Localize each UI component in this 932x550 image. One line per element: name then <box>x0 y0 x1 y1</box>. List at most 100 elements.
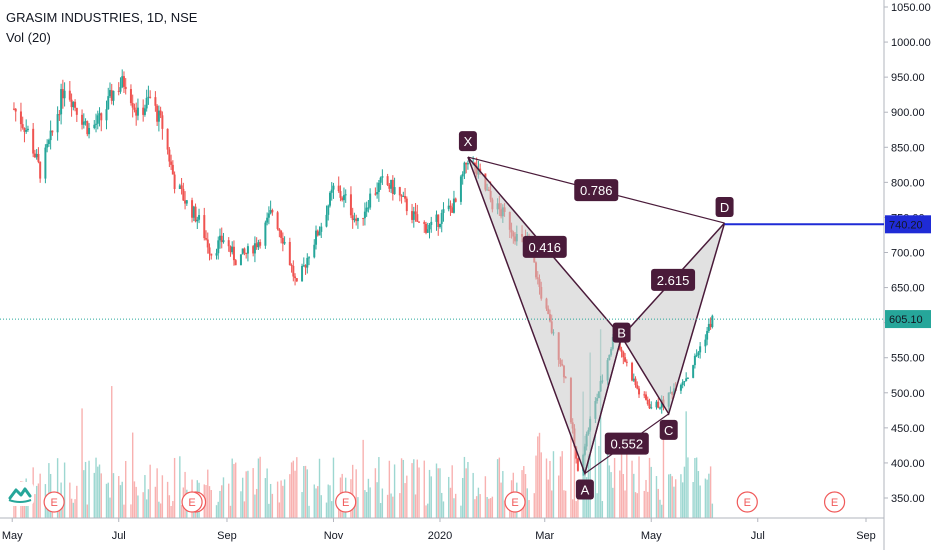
earnings-marker-label: E <box>831 497 838 509</box>
volume-bar <box>161 475 164 518</box>
candle-body <box>266 217 269 223</box>
volume-bar <box>158 501 160 518</box>
candle-body <box>418 221 421 223</box>
candle-body <box>135 109 138 116</box>
candle-body <box>423 222 426 224</box>
volume-bar <box>69 482 71 518</box>
candle-body <box>178 185 181 190</box>
candle-body <box>294 276 297 279</box>
y-tick-label: 900.00 <box>891 107 925 119</box>
volume-bar <box>304 465 307 518</box>
candle-body <box>124 86 127 90</box>
volume-bar <box>695 457 698 518</box>
pattern-point-c: C <box>664 423 673 438</box>
candle-body <box>243 248 246 253</box>
ratio-label: 0.416 <box>528 240 561 255</box>
candle-body <box>292 265 295 277</box>
volume-bar <box>37 483 40 518</box>
volume-bar <box>669 473 672 518</box>
volume-bar <box>278 502 281 518</box>
candle-body <box>367 207 370 209</box>
volume-bar <box>331 501 333 518</box>
candle-body <box>74 101 77 108</box>
candle-body <box>264 222 267 246</box>
volume-bar <box>486 496 488 518</box>
volume-bar <box>442 501 445 518</box>
volume-bar <box>306 469 308 518</box>
volume-bar <box>475 496 478 518</box>
y-tick-label: 400.00 <box>891 458 925 470</box>
volume-bar <box>369 487 371 518</box>
candle-body <box>196 219 199 222</box>
candle-body <box>51 130 54 133</box>
volume-bar <box>545 458 548 518</box>
candle-body <box>465 162 468 165</box>
volume-bar <box>467 461 469 518</box>
candle-body <box>685 378 688 382</box>
candle-body <box>620 349 623 352</box>
candle-body <box>288 241 291 266</box>
volume-bar <box>362 439 364 518</box>
candle-body <box>379 177 382 183</box>
volume-bar <box>355 469 357 518</box>
volume-bar <box>465 468 467 518</box>
candle-body <box>227 240 230 247</box>
candle-body <box>105 109 108 121</box>
candle-body <box>388 185 391 189</box>
volume-bar <box>704 478 707 518</box>
candle-body <box>416 214 419 222</box>
pattern-point-a: A <box>581 482 590 497</box>
volume-bar <box>296 457 298 518</box>
volume-bar <box>168 495 171 518</box>
ratio-label-box <box>574 179 619 202</box>
candle-body <box>442 209 445 213</box>
volume-bar <box>233 463 235 518</box>
price-candles <box>12 69 714 476</box>
x-tick-label: May <box>2 530 23 542</box>
volume-bar <box>636 493 638 518</box>
candle-body <box>353 218 356 221</box>
candle-body <box>706 330 709 340</box>
candle-body <box>108 90 111 97</box>
volume-bar <box>320 495 322 518</box>
volume-bar <box>76 485 78 518</box>
volume-bar <box>558 475 560 518</box>
volume-bar <box>159 503 162 518</box>
candle-body <box>308 257 311 259</box>
candle-body <box>23 127 26 132</box>
candle-body <box>363 211 366 219</box>
volume-bar <box>406 475 408 518</box>
volume-bar <box>266 468 268 518</box>
x-tick-label: Mar <box>535 530 554 542</box>
candle-body <box>327 205 330 215</box>
volume-bar <box>484 476 487 518</box>
candle-body <box>166 128 169 150</box>
candle-body <box>412 211 415 220</box>
candle-body <box>426 229 429 233</box>
candle-body <box>697 352 700 356</box>
candle-body <box>239 254 242 266</box>
tradingview-logo[interactable] <box>6 482 34 506</box>
candle-body <box>184 200 187 204</box>
candle-body <box>341 197 344 201</box>
volume-bar <box>413 459 415 518</box>
volume-bar <box>376 482 378 518</box>
volume-bar <box>264 478 267 518</box>
volume-bar <box>500 482 502 518</box>
volume-bar <box>673 486 675 518</box>
candle-body <box>215 253 218 256</box>
volume-bar <box>280 480 282 518</box>
volume-bar <box>570 434 572 518</box>
volume-bar <box>378 457 380 518</box>
candle-body <box>157 110 160 122</box>
volume-bar <box>84 461 87 518</box>
volume-bar <box>633 473 635 518</box>
volume-bar <box>240 491 242 518</box>
volume-bar <box>463 456 466 518</box>
earnings-marker-label: E <box>50 497 57 509</box>
candle-body <box>32 128 35 154</box>
candle-body <box>692 365 695 378</box>
volume-bar <box>303 466 305 518</box>
candle-body <box>281 237 284 244</box>
